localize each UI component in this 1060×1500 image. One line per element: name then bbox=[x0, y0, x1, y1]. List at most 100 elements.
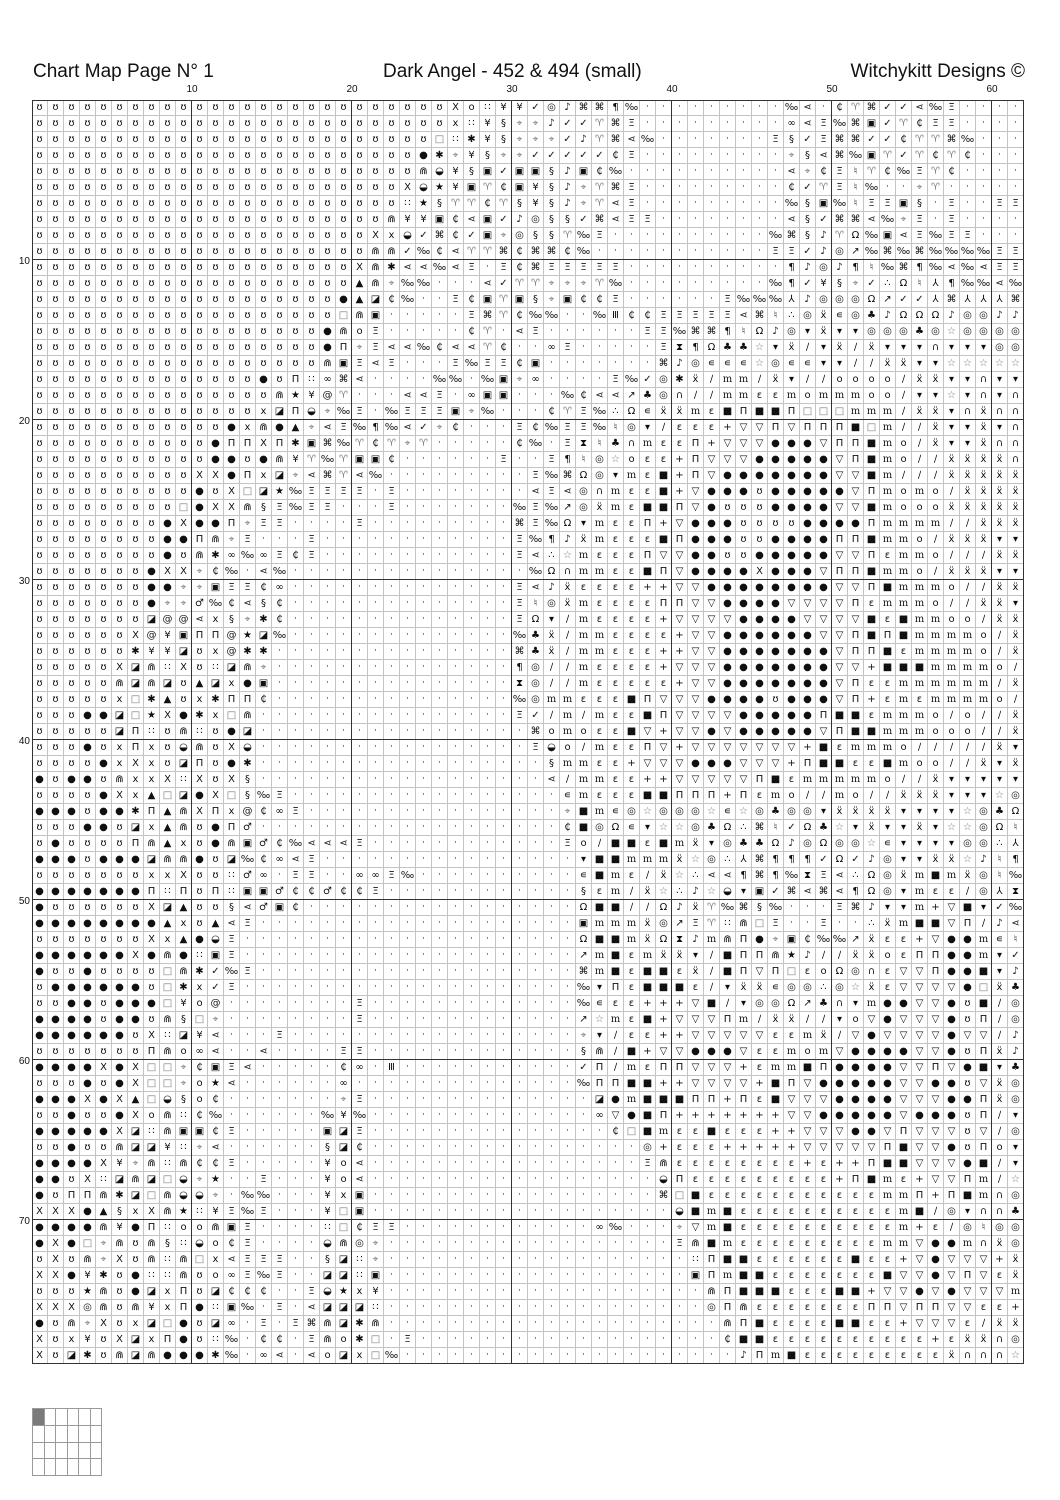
chart-cell: ◎ bbox=[592, 468, 608, 484]
chart-cell: ● bbox=[768, 580, 784, 596]
chart-cell: ¥ bbox=[320, 1204, 336, 1220]
chart-cell: @ bbox=[176, 612, 192, 628]
chart-cell: · bbox=[736, 164, 752, 180]
chart-cell: ʊ bbox=[736, 548, 752, 564]
chart-cell: x bbox=[112, 692, 128, 708]
chart-cell: Ξ bbox=[368, 324, 384, 340]
chart-cell: ◎ bbox=[576, 484, 592, 500]
chart-cell: · bbox=[480, 612, 496, 628]
chart-cell: ✓ bbox=[576, 1060, 592, 1076]
chart-cell: ■ bbox=[640, 1092, 656, 1108]
chart-cell: ʊ bbox=[80, 1140, 96, 1156]
chart-cell: · bbox=[496, 820, 512, 836]
chart-cell: ● bbox=[320, 340, 336, 356]
chart-cell: · bbox=[752, 148, 768, 164]
chart-cell: · bbox=[480, 1172, 496, 1188]
chart-cell: m bbox=[880, 740, 896, 756]
chart-cell: ▽ bbox=[928, 1284, 944, 1300]
chart-cell: ʊ bbox=[224, 388, 240, 404]
chart-cell: ● bbox=[784, 532, 800, 548]
chart-cell: ⌖ bbox=[304, 420, 320, 436]
chart-cell: · bbox=[400, 468, 416, 484]
chart-cell: · bbox=[400, 964, 416, 980]
chart-cell: ◎ bbox=[768, 356, 784, 372]
chart-cell: · bbox=[560, 996, 576, 1012]
chart-cell: ε bbox=[784, 1284, 800, 1300]
chart-cell: ʊ bbox=[256, 100, 272, 116]
chart-cell: ● bbox=[80, 1028, 96, 1044]
chart-cell: ⋒ bbox=[176, 1268, 192, 1284]
chart-cell: · bbox=[512, 1204, 528, 1220]
chart-cell: ⌖ bbox=[192, 580, 208, 596]
chart-cell: · bbox=[544, 1172, 560, 1188]
chart-cell: ẍ bbox=[976, 452, 992, 468]
chart-cell: ↗ bbox=[560, 500, 576, 516]
chart-cell: Ⅹ bbox=[752, 564, 768, 580]
chart-cell: ▣ bbox=[576, 916, 592, 932]
chart-cell: ε bbox=[784, 772, 800, 788]
chart-cell: Π bbox=[960, 1172, 976, 1188]
chart-cell: Ξ bbox=[816, 868, 832, 884]
chart-cell: ▽ bbox=[848, 468, 864, 484]
chart-cell: @ bbox=[208, 996, 224, 1012]
chart-cell: ʊ bbox=[96, 132, 112, 148]
chart-cell: ● bbox=[784, 724, 800, 740]
chart-cell: ● bbox=[112, 948, 128, 964]
chart-cell: ₵ bbox=[608, 1124, 624, 1140]
chart-cell: · bbox=[464, 996, 480, 1012]
chart-page-title: Chart Map Page N° 1 bbox=[33, 60, 214, 84]
chart-cell: ▽ bbox=[944, 1172, 960, 1188]
chart-cell: · bbox=[368, 676, 384, 692]
chart-cell: o bbox=[864, 372, 880, 388]
chart-cell: · bbox=[576, 324, 592, 340]
chart-cell: ʊ bbox=[48, 276, 64, 292]
chart-cell: · bbox=[368, 612, 384, 628]
chart-cell: ⌘ bbox=[944, 292, 960, 308]
chart-cell: m bbox=[960, 1236, 976, 1252]
chart-cell: m bbox=[912, 580, 928, 596]
chart-cell: Ω bbox=[800, 820, 816, 836]
chart-cell: ● bbox=[784, 612, 800, 628]
chart-cell: · bbox=[400, 1140, 416, 1156]
chart-cell: · bbox=[496, 564, 512, 580]
chart-cell: ✓ bbox=[496, 164, 512, 180]
chart-cell: ε bbox=[848, 1204, 864, 1220]
chart-cell: · bbox=[368, 980, 384, 996]
chart-cell: ⋒ bbox=[240, 708, 256, 724]
chart-cell: ▣ bbox=[512, 180, 528, 196]
chart-cell: · bbox=[272, 724, 288, 740]
chart-cell: o bbox=[944, 612, 960, 628]
chart-cell: · bbox=[624, 228, 640, 244]
chart-cell: ʊ bbox=[32, 596, 48, 612]
chart-cell: ◎ bbox=[1008, 1220, 1024, 1236]
chart-cell: ⌖ bbox=[912, 180, 928, 196]
chart-cell: ʊ bbox=[32, 212, 48, 228]
chart-cell: ⌘ bbox=[848, 212, 864, 228]
chart-cell: · bbox=[400, 532, 416, 548]
chart-cell: m bbox=[608, 484, 624, 500]
chart-cell: · bbox=[432, 820, 448, 836]
chart-cell: ʊ bbox=[160, 356, 176, 372]
chart-cell: ▽ bbox=[736, 740, 752, 756]
chart-cell: Ξ bbox=[528, 500, 544, 516]
chart-cell: m bbox=[896, 916, 912, 932]
chart-cell: m bbox=[848, 772, 864, 788]
chart-cell: ⌖ bbox=[256, 660, 272, 676]
chart-cell: ʊ bbox=[160, 388, 176, 404]
chart-cell: ε bbox=[944, 1332, 960, 1348]
chart-cell: m bbox=[912, 724, 928, 740]
chart-cell: · bbox=[384, 756, 400, 772]
chart-cell: ε bbox=[864, 1204, 880, 1220]
chart-cell: · bbox=[720, 164, 736, 180]
chart-cell: ε bbox=[864, 1236, 880, 1252]
chart-cell: ʊ bbox=[96, 1012, 112, 1028]
chart-cell: ʊ bbox=[160, 132, 176, 148]
chart-cell: · bbox=[272, 532, 288, 548]
chart-cell: · bbox=[400, 1300, 416, 1316]
chart-cell: + bbox=[656, 644, 672, 660]
chart-cell: · bbox=[528, 1108, 544, 1124]
chart-cell: ε bbox=[816, 1156, 832, 1172]
chart-cell: Ⅹ bbox=[112, 1332, 128, 1348]
chart-cell: · bbox=[688, 212, 704, 228]
chart-cell: ◪ bbox=[272, 404, 288, 420]
